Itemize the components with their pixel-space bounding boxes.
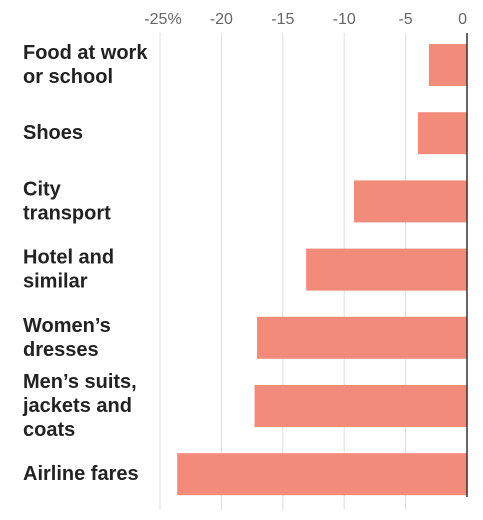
bar: [257, 316, 467, 359]
category-label: Airline fares: [23, 463, 139, 485]
category-label-line: Hotel and: [23, 247, 114, 269]
category-label: Women’s dresses: [23, 315, 111, 361]
bars: [177, 44, 467, 496]
category-label: Men’s suits, jackets and coats: [22, 371, 137, 441]
x-tick-label: 0: [458, 11, 467, 28]
category-label-line: Shoes: [23, 122, 83, 144]
category-label-line: City: [23, 178, 62, 200]
category-label-line: similar: [23, 271, 88, 293]
bar: [254, 385, 467, 427]
x-tick-label: -5: [398, 11, 412, 28]
x-tick-label: -15: [271, 11, 294, 28]
category-label-line: jackets and: [22, 395, 132, 417]
bar: [428, 44, 467, 86]
x-tick-label: -25%: [144, 11, 181, 28]
category-label-line: coats: [23, 419, 75, 441]
category-label-line: Men’s suits,: [23, 371, 137, 393]
category-label-line: Airline fares: [23, 463, 139, 485]
category-label-line: or school: [23, 66, 113, 88]
bar: [417, 112, 467, 155]
category-label: Hotel and similar: [23, 247, 114, 293]
category-label-line: transport: [23, 202, 111, 224]
category-label: City transport: [23, 178, 111, 224]
category-label: Food at work or school: [23, 42, 148, 88]
x-tick-label: -20: [210, 11, 233, 28]
category-label-line: Women’s: [23, 315, 111, 337]
x-tick-label: -10: [333, 11, 356, 28]
category-label-line: Food at work: [23, 42, 148, 64]
bar: [354, 180, 467, 223]
category-label-line: dresses: [23, 339, 99, 361]
x-axis-ticks: -25% -20 -15 -10 -5 0: [144, 11, 467, 28]
bar: [177, 453, 467, 496]
category-label: Shoes: [23, 122, 83, 144]
bar: [306, 248, 467, 291]
category-labels: Food at work or school Shoes City transport H…: [22, 42, 148, 485]
